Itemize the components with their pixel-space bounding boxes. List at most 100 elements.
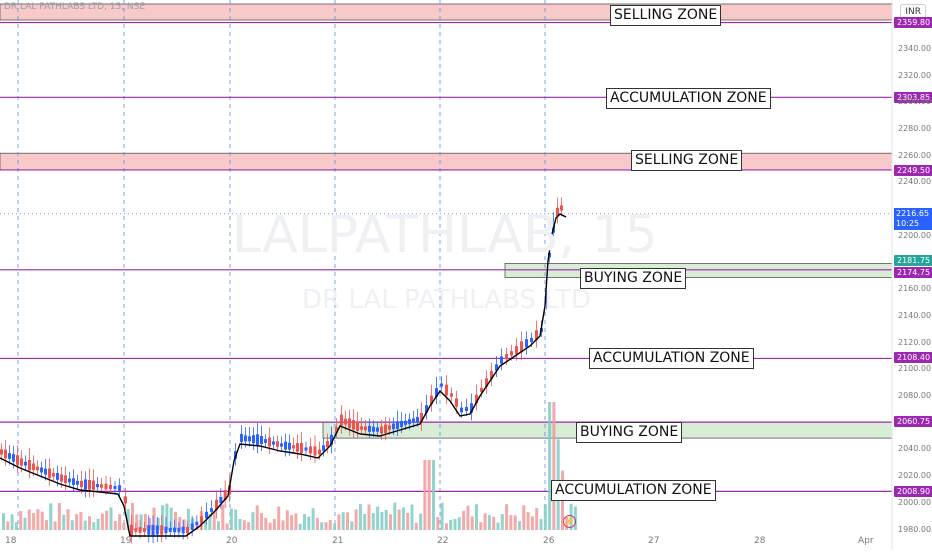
volume-bar: [470, 516, 474, 530]
price-tag-2181: 2181.75: [894, 255, 932, 266]
volume-bar: [298, 523, 302, 530]
volume-bar: [432, 460, 435, 530]
candle-body: [32, 463, 35, 471]
price-axis-tick: 2240.00: [898, 177, 932, 186]
volume-bar: [139, 514, 143, 530]
buying-zone-upper: [504, 263, 893, 278]
volume-bar: [307, 516, 311, 530]
volume-bar: [337, 514, 341, 530]
candle-body: [372, 426, 375, 432]
volume-bar: [135, 514, 139, 530]
zone-label-accumulation-top[interactable]: ACCUMULATION ZONE: [606, 88, 771, 109]
candle-body: [44, 468, 47, 475]
candle-body: [177, 527, 181, 533]
volume-bar: [333, 523, 337, 530]
price-axis-tick: 2140.00: [898, 311, 932, 320]
candle-body: [76, 480, 79, 485]
zone-label-accumulation-mid[interactable]: ACCUMULATION ZONE: [589, 348, 754, 369]
volume-bar: [277, 506, 281, 530]
last-price-countdown: 10:25: [896, 219, 920, 228]
candle-body: [68, 478, 71, 483]
volume-bar: [496, 522, 500, 530]
candle-body: [560, 205, 563, 211]
volume-bar: [174, 511, 177, 530]
candle-body: [545, 296, 548, 304]
candle-body: [309, 446, 312, 454]
price-tag-2359: 2359.80: [894, 17, 932, 28]
candle-body: [104, 483, 108, 490]
candle-body: [124, 496, 127, 504]
candle-body: [352, 420, 355, 430]
volume-bar: [10, 514, 14, 530]
candle-body: [88, 479, 91, 490]
candle-body: [48, 468, 51, 478]
volume-bar: [518, 521, 521, 530]
candle-body: [100, 484, 103, 488]
candle-body: [335, 427, 338, 433]
zone-label-selling-top[interactable]: SELLING ZONE: [610, 5, 722, 26]
volume-bar: [242, 520, 246, 530]
candle-body: [24, 461, 27, 466]
candle-body: [109, 484, 112, 490]
volume-bar: [341, 512, 345, 530]
lightning-icon[interactable]: ⚡: [563, 515, 576, 528]
volume-bar: [2, 513, 5, 530]
volume-bar: [143, 514, 147, 530]
volume-bar: [479, 522, 483, 530]
candle-body: [408, 419, 411, 425]
volume-bar: [122, 522, 126, 530]
time-axis-tick: 26: [543, 536, 555, 546]
candle-body: [113, 485, 117, 490]
volume-bar: [161, 505, 165, 530]
volume-bar: [509, 515, 513, 530]
price-axis-tick: 1980.00: [898, 525, 932, 534]
price-axis-tick: 2260.00: [898, 151, 932, 160]
volume-bar: [513, 515, 517, 530]
last-price-label: 2216.65 10:25: [894, 208, 932, 230]
candle-body: [330, 434, 333, 446]
candle-body: [404, 420, 407, 425]
zone-label-selling-mid[interactable]: SELLING ZONE: [631, 150, 743, 171]
candle-body: [525, 339, 528, 348]
volume-bar: [401, 507, 405, 530]
volume-bar: [182, 519, 186, 530]
candle-body: [440, 383, 443, 387]
candle-body: [344, 418, 347, 425]
candle-body: [181, 526, 185, 534]
volume-bar: [423, 460, 427, 530]
zone-label-buying-lower[interactable]: BUYING ZONE: [576, 422, 683, 443]
volume-bar: [406, 512, 410, 530]
candle-body: [480, 387, 483, 393]
volume-bar: [66, 509, 70, 530]
candle-body: [272, 441, 275, 445]
price-axis-tick: 2320.00: [898, 71, 932, 80]
candle-body: [535, 330, 538, 340]
candle-body: [465, 407, 468, 411]
volume-bar: [440, 502, 444, 530]
price-axis-tick: 2100.00: [898, 364, 932, 373]
time-axis-tick: Apr: [858, 536, 874, 546]
candle-body: [380, 426, 383, 434]
candle-body: [364, 426, 367, 431]
volume-bar: [14, 522, 18, 530]
candle-body: [376, 427, 379, 432]
time-axis-tick: 20: [226, 536, 238, 546]
volume-bar: [384, 510, 388, 530]
volume-bar: [169, 507, 173, 530]
candle-body: [168, 528, 172, 532]
candle-body: [210, 508, 213, 512]
volume-bar: [427, 460, 431, 530]
volume-bar: [208, 513, 212, 530]
zone-label-buying-upper[interactable]: BUYING ZONE: [580, 268, 687, 289]
zone-label-accumulation-bottom[interactable]: ACCUMULATION ZONE: [551, 480, 716, 501]
volume-bar: [186, 508, 190, 530]
price-tag-2174: 2174.75: [894, 267, 932, 278]
candle-body: [515, 346, 518, 354]
volume-bar: [354, 509, 358, 530]
volume-bar: [264, 517, 268, 530]
volume-bar: [75, 514, 79, 530]
candle-body: [72, 478, 75, 485]
volume-bar: [311, 508, 315, 530]
